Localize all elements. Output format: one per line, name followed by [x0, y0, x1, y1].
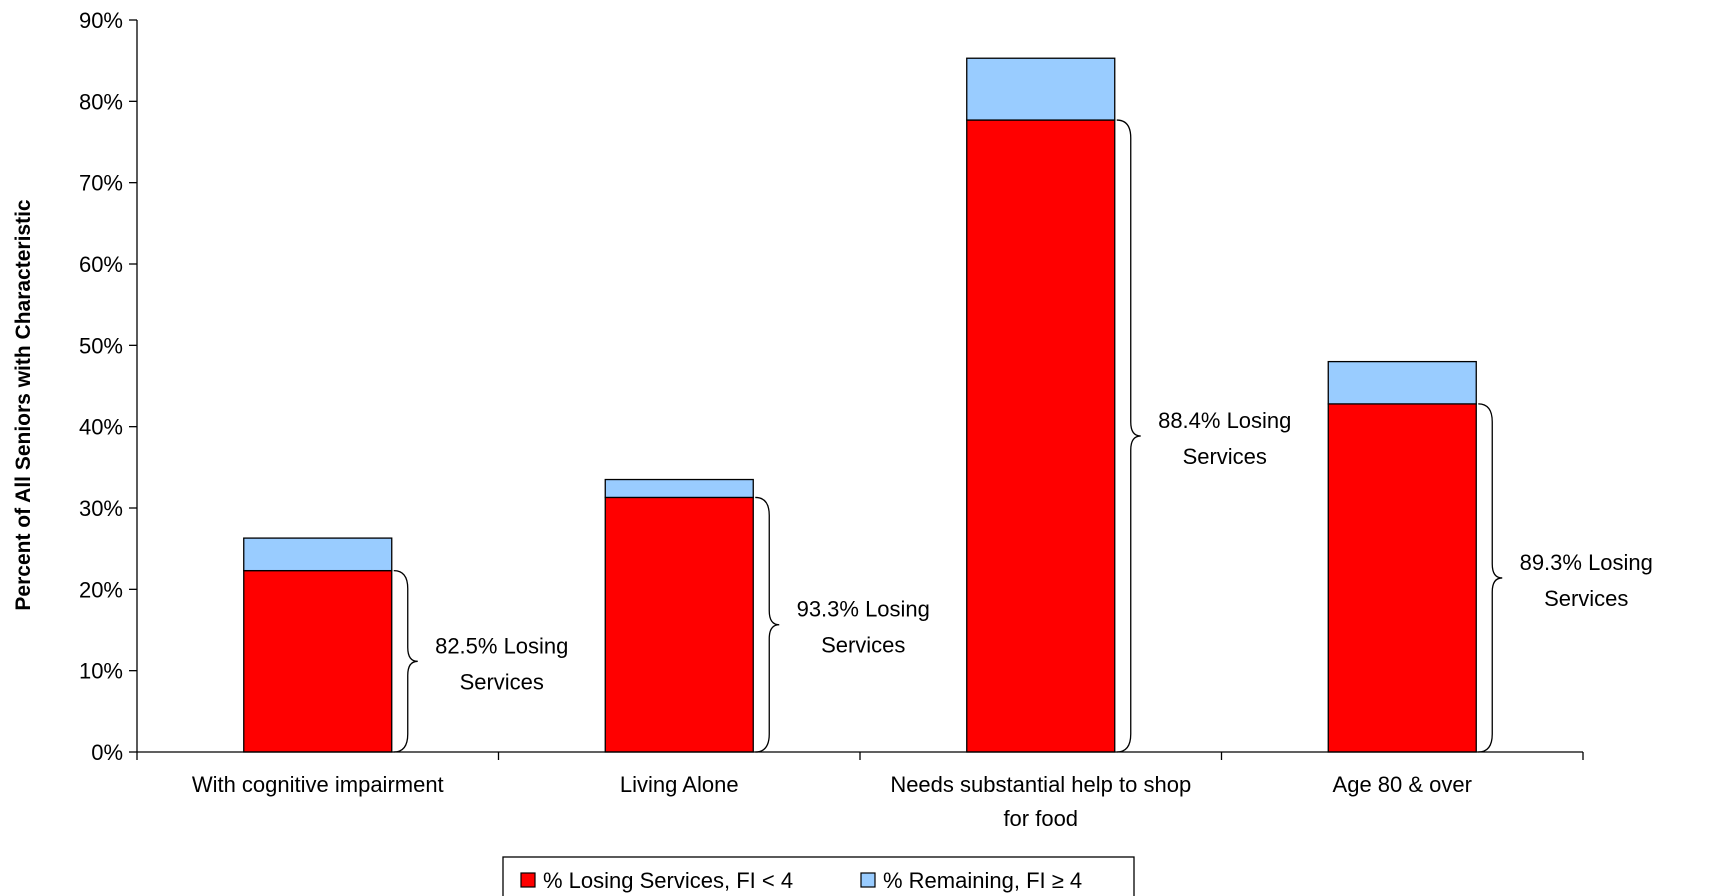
- annotation-label: 93.3% Losing Services: [797, 597, 930, 658]
- bar-losing-services: [1327, 403, 1477, 753]
- annotation-label: 82.5% Losing Services: [435, 633, 568, 694]
- bar-losing-services: [604, 496, 754, 753]
- y-tick-label: 70%: [79, 171, 123, 196]
- x-category-label: Living Alone: [620, 772, 739, 797]
- x-axis: With cognitive impairment Living Alone Nee…: [136, 751, 1584, 831]
- x-category-label: Age 80 & over: [1333, 772, 1472, 797]
- bracket: [1478, 403, 1503, 753]
- bar-losing-services: [966, 119, 1116, 753]
- bracket: [755, 496, 780, 753]
- y-tick-label: 30%: [79, 496, 123, 521]
- y-tick-label: 20%: [79, 577, 123, 602]
- y-tick-label: 90%: [79, 8, 123, 33]
- y-tick-label: 60%: [79, 252, 123, 277]
- y-tick-label: 0%: [91, 740, 123, 765]
- bar-remaining: [604, 478, 754, 499]
- y-tick-label: 50%: [79, 333, 123, 358]
- bar-remaining: [243, 537, 393, 572]
- bar-remaining: [966, 57, 1116, 121]
- y-tick-label: 10%: [79, 659, 123, 684]
- x-category-label: Needs substantial help to shop for food: [890, 772, 1191, 831]
- y-axis: 0% 10% 20% 30% 40% 50% 60% 70% 80% 90%: [79, 8, 138, 765]
- legend-box: [502, 856, 1135, 896]
- legend-swatch: [860, 872, 876, 888]
- bracket: [393, 569, 418, 753]
- y-tick-label: 80%: [79, 89, 123, 114]
- bars: [243, 57, 1477, 753]
- bar-losing-services: [243, 569, 393, 753]
- annotation-label: 88.4% Losing Services: [1158, 408, 1291, 469]
- x-category-label: With cognitive impairment: [192, 772, 444, 797]
- annotations: 82.5% Losing Services 93.3% Losing Services…: [393, 119, 1653, 753]
- legend-swatch: [520, 872, 536, 888]
- legend-label: % Remaining, FI ≥ 4: [883, 868, 1082, 893]
- annotation-label: 89.3% Losing Services: [1520, 550, 1653, 611]
- y-tick-label: 40%: [79, 415, 123, 440]
- legend-label: % Losing Services, FI < 4: [543, 868, 793, 893]
- legend: % Losing Services, FI < 4 % Remaining, FI…: [502, 856, 1135, 896]
- bracket: [1116, 119, 1141, 753]
- y-axis-label: Percent of All Seniors with Characterist…: [12, 199, 35, 610]
- bar-remaining: [1327, 360, 1477, 405]
